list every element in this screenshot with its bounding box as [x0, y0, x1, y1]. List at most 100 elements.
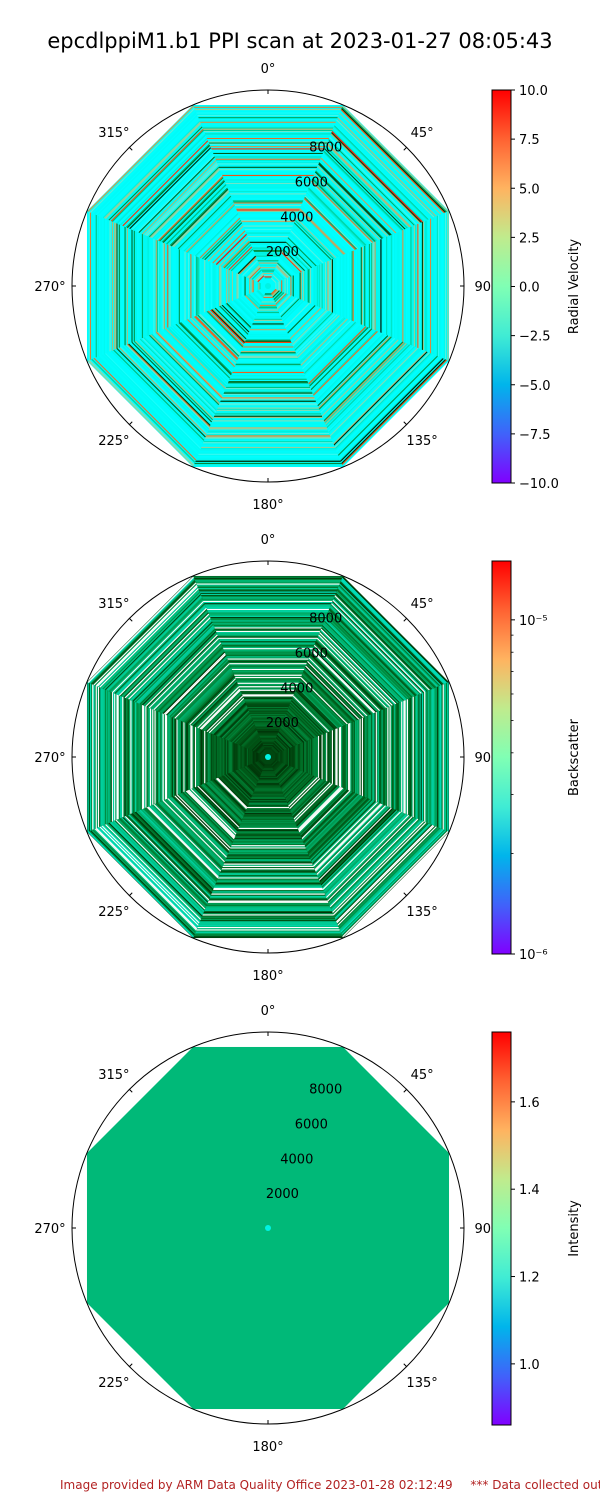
scan-stripe — [139, 157, 216, 234]
scan-stripe — [308, 657, 368, 717]
scan-stripe — [316, 334, 388, 406]
scan-stripe — [167, 656, 227, 716]
scan-stripe — [104, 593, 202, 691]
scan-stripe — [95, 113, 198, 216]
scan-stripe — [329, 136, 418, 225]
scan-stripe — [278, 730, 295, 747]
scan-stripe — [137, 626, 215, 704]
scan-stripe — [292, 310, 330, 348]
scan-stripe — [130, 342, 212, 424]
scan-stripe — [291, 309, 328, 346]
theta-tick-mark — [129, 892, 133, 896]
theta-tick-label: 135° — [406, 1376, 437, 1391]
scan-stripe — [305, 194, 360, 249]
scan-stripe — [335, 824, 433, 922]
scan-stripe — [212, 308, 246, 342]
scan-stripe — [149, 638, 220, 709]
scan-stripe — [324, 148, 406, 230]
scan-stripe — [236, 725, 256, 745]
theta-tick-label: 180° — [252, 1440, 283, 1455]
scan-stripe — [201, 690, 242, 731]
scan-stripe — [121, 346, 208, 433]
scan-stripe — [331, 820, 423, 912]
scan-stripe — [133, 622, 214, 703]
scan-stripe — [102, 824, 201, 923]
scan-stripe — [274, 292, 285, 303]
scan-stripe — [324, 813, 406, 895]
scan-stripe — [316, 805, 387, 876]
scan-stripe — [116, 348, 206, 438]
scan-stripe — [297, 786, 342, 831]
scan-stripe — [122, 611, 209, 698]
scan-stripe — [282, 300, 305, 323]
scan-stripe — [242, 260, 258, 276]
scan-stripe — [295, 784, 336, 825]
scan-stripe — [300, 789, 348, 837]
scan-stripe — [191, 317, 237, 363]
scan-stripe — [166, 655, 227, 716]
scan-stripe — [285, 774, 313, 802]
scan-stripe — [239, 257, 258, 276]
scan-stripe — [331, 349, 423, 441]
scan-stripe — [289, 702, 323, 736]
scan-stripe — [237, 726, 257, 746]
scan-stripe — [122, 816, 209, 903]
scan-stripe — [291, 697, 328, 734]
scan-stripe — [276, 294, 291, 309]
scan-stripe — [245, 765, 260, 780]
scan-stripe — [270, 277, 277, 284]
scan-stripe — [246, 264, 260, 278]
colorbar — [491, 1031, 512, 1426]
scan-stripe — [203, 312, 242, 351]
scan-stripe — [252, 291, 263, 302]
scan-stripe — [285, 241, 313, 269]
scan-stripe — [333, 822, 428, 917]
scan-stripe — [303, 670, 355, 722]
scan-stripe — [185, 319, 235, 369]
scan-stripe — [302, 200, 354, 252]
scan-stripe — [136, 811, 214, 889]
scan-stripe — [321, 339, 398, 416]
scan-stripe — [334, 352, 432, 450]
radial-tick-label: 6000 — [295, 647, 328, 662]
scan-stripe — [191, 680, 237, 726]
scan-stripe — [143, 161, 217, 235]
scan-stripe — [300, 677, 348, 725]
scan-stripe — [186, 789, 236, 839]
scan-stripe — [179, 668, 233, 722]
scan-stripe — [254, 272, 264, 282]
scan-stripe — [312, 647, 378, 713]
scan-stripe — [299, 317, 345, 363]
scan-stripe — [123, 141, 209, 227]
scan-stripe — [114, 820, 205, 911]
scan-stripe — [216, 777, 248, 809]
scan-stripe — [319, 161, 393, 235]
scan-stripe — [292, 781, 329, 818]
scan-stripe — [283, 301, 308, 326]
scan-stripe — [163, 799, 226, 862]
scan-stripe — [325, 144, 410, 229]
scan-stripe — [275, 738, 287, 750]
scan-stripe — [281, 723, 302, 744]
theta-tick-mark — [129, 147, 133, 151]
scan-stripe — [318, 163, 391, 236]
colorbar — [491, 560, 512, 955]
scan-stripe — [336, 589, 436, 689]
scan-stripe — [318, 336, 392, 410]
scan-stripe — [300, 318, 348, 366]
scan-stripe — [234, 252, 255, 273]
scan-stripe — [281, 770, 303, 792]
scan-stripe — [235, 724, 256, 745]
scan-stripe — [124, 815, 210, 901]
scan-stripe — [92, 581, 196, 685]
scan-stripe — [276, 765, 291, 780]
scan-stripe — [193, 211, 238, 256]
scan-stripe — [310, 799, 372, 861]
scan-stripe — [129, 618, 212, 701]
scan-stripe — [294, 312, 335, 353]
scan-stripe — [301, 203, 351, 253]
scan-stripe — [132, 621, 213, 702]
scan-stripe — [310, 328, 373, 391]
scan-stripe — [156, 802, 223, 869]
scan-stripe — [161, 650, 225, 714]
